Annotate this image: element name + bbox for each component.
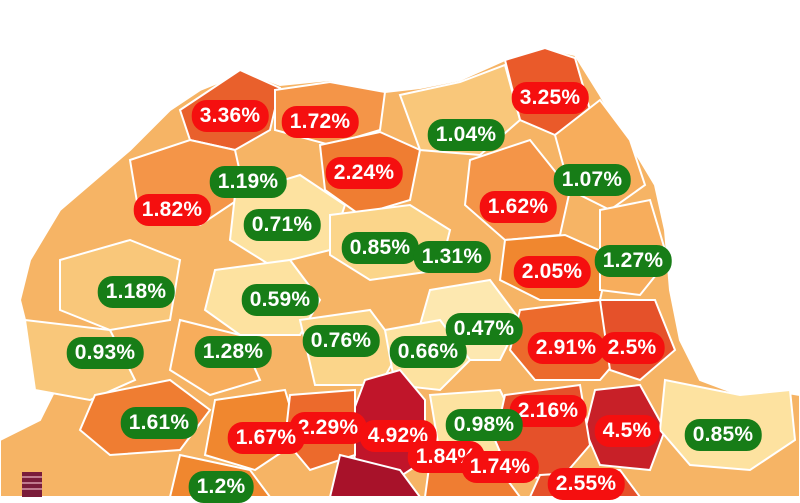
- county-label: 1.19%: [209, 166, 287, 198]
- county-label: 0.66%: [389, 336, 467, 368]
- county-label: 0.59%: [241, 284, 319, 316]
- county-label: 2.05%: [513, 256, 591, 288]
- county-label: 3.25%: [511, 82, 589, 114]
- county-label: 1.2%: [188, 471, 254, 503]
- region-s-4: [328, 453, 422, 497]
- county-label: 4.5%: [594, 415, 660, 447]
- county-label: 2.91%: [527, 332, 605, 364]
- county-label: 0.85%: [684, 419, 762, 451]
- county-label: 1.28%: [194, 336, 272, 368]
- county-label: 1.18%: [97, 276, 175, 308]
- legend-swatch: [22, 472, 42, 497]
- county-label: 1.67%: [227, 422, 305, 454]
- county-label: 1.07%: [553, 164, 631, 196]
- county-label: 2.55%: [547, 468, 625, 500]
- county-label: 1.62%: [479, 191, 557, 223]
- county-label: 0.98%: [445, 409, 523, 441]
- county-label: 1.31%: [413, 241, 491, 273]
- county-label: 3.36%: [191, 100, 269, 132]
- county-label: 1.61%: [120, 407, 198, 439]
- county-label: 1.74%: [461, 451, 539, 483]
- county-label: 1.27%: [594, 245, 672, 277]
- county-label: 1.72%: [281, 106, 359, 138]
- county-label: 0.85%: [341, 232, 419, 264]
- county-label: 0.76%: [302, 325, 380, 357]
- county-label: 2.24%: [325, 157, 403, 189]
- county-label: 1.82%: [133, 194, 211, 226]
- county-label: 1.04%: [427, 119, 505, 151]
- county-label: 2.5%: [599, 332, 665, 364]
- county-label: 0.71%: [243, 209, 321, 241]
- county-label: 2.16%: [509, 395, 587, 427]
- county-label: 0.93%: [66, 337, 144, 369]
